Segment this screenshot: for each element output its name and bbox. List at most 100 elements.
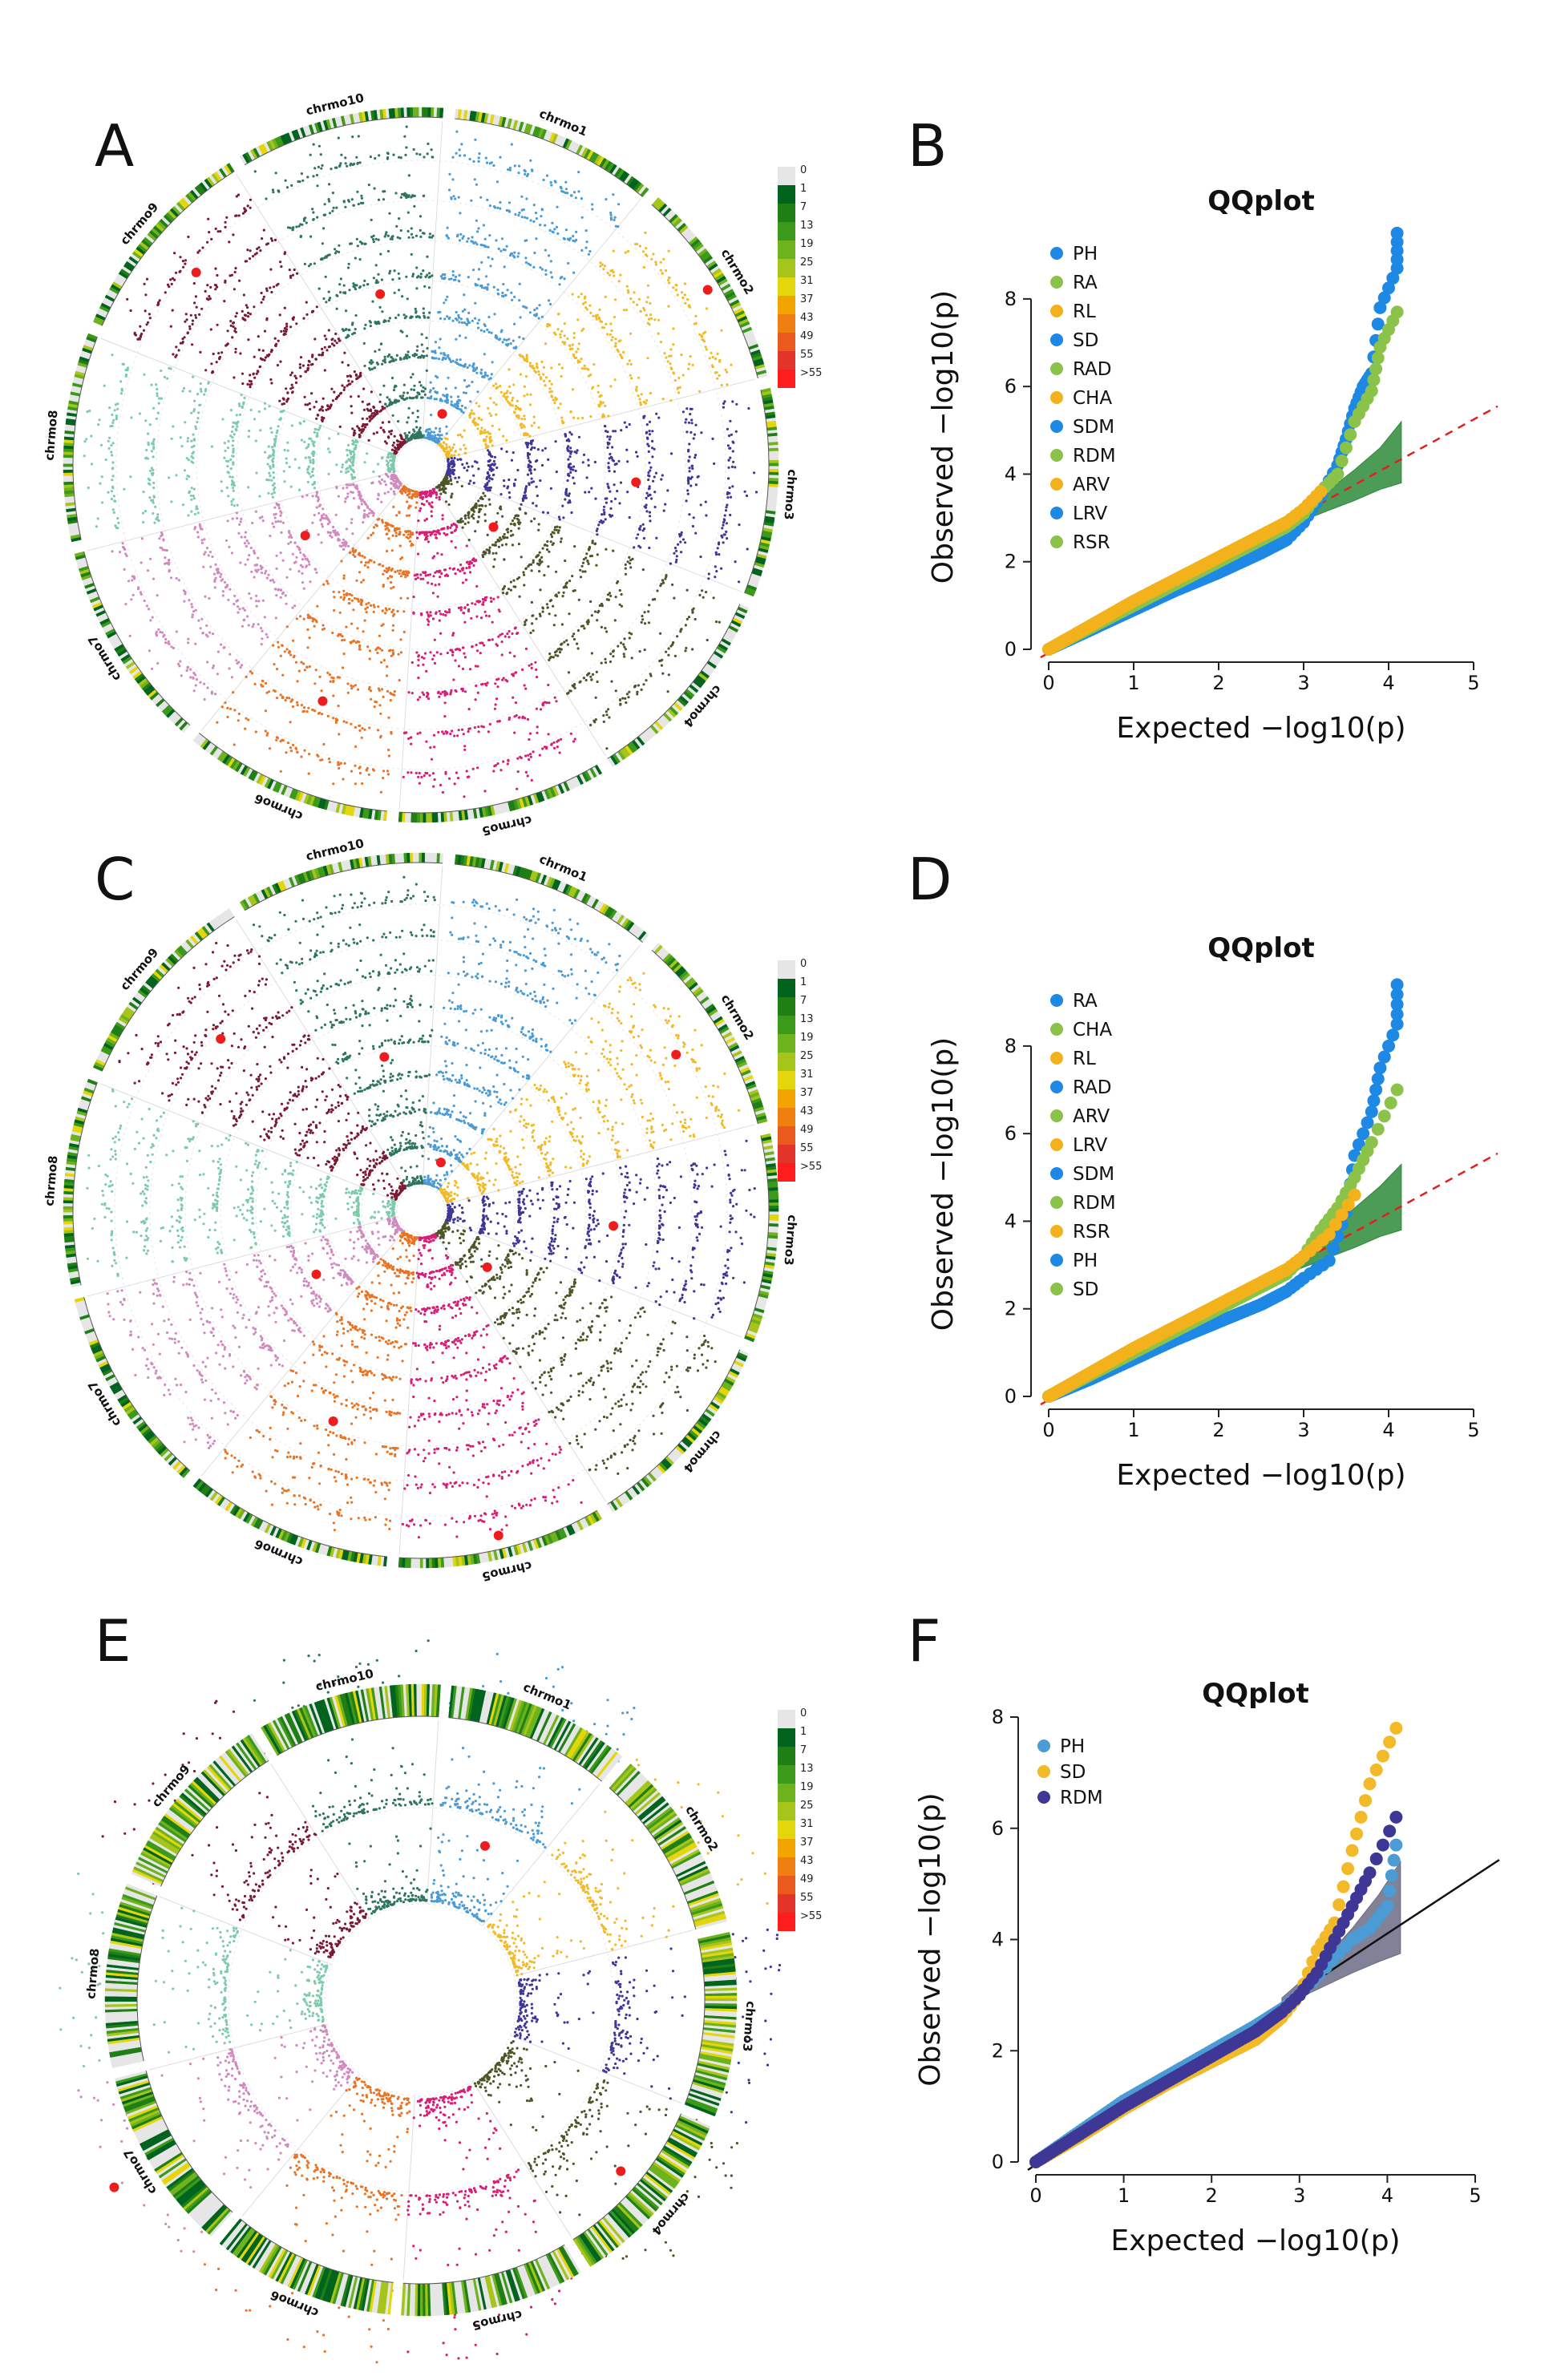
snp-point (646, 357, 649, 360)
snp-point (475, 402, 478, 405)
snp-point (484, 504, 487, 507)
snp-point (477, 600, 480, 604)
snp-point (522, 571, 525, 574)
snp-point (503, 479, 506, 483)
snp-point (317, 414, 320, 417)
snp-point (507, 168, 510, 172)
snp-point (483, 644, 486, 647)
snp-point (444, 487, 447, 491)
snp-point (327, 198, 330, 201)
snp-point (541, 449, 544, 452)
snp-point (452, 522, 455, 526)
snp-point (341, 361, 344, 364)
snp-point (428, 390, 432, 394)
snp-point (576, 449, 579, 452)
snp-point (355, 378, 358, 381)
snp-point (435, 570, 439, 573)
snp-point (416, 552, 420, 556)
snp-point (239, 352, 242, 355)
snp-point (456, 458, 459, 462)
snp-point (580, 249, 584, 252)
significant-snp-point (488, 522, 499, 532)
snp-point (416, 493, 419, 497)
snp-point (293, 268, 296, 272)
snp-point (477, 499, 480, 503)
snp-point (685, 407, 689, 410)
snp-point (261, 237, 264, 240)
snp-point (317, 533, 320, 536)
snp-point (200, 390, 203, 393)
snp-point (587, 548, 591, 552)
snp-point (392, 467, 395, 471)
snp-point (398, 394, 402, 398)
snp-point (350, 518, 354, 521)
snp-point (664, 577, 667, 580)
snp-point (589, 415, 592, 418)
snp-point (390, 549, 394, 552)
snp-point (260, 643, 263, 646)
snp-point (581, 570, 584, 573)
snp-point (419, 215, 423, 218)
snp-point (613, 619, 617, 622)
snp-point (368, 726, 371, 729)
snp-point (204, 595, 207, 598)
snp-point (457, 606, 461, 610)
snp-point (398, 217, 401, 220)
snp-point (623, 645, 626, 649)
snp-point (439, 492, 443, 495)
snp-point (676, 386, 680, 390)
snp-point (645, 431, 648, 434)
snp-point (382, 190, 385, 193)
snp-point (325, 301, 328, 304)
snp-point (386, 576, 390, 580)
snp-point (583, 367, 586, 370)
snp-point (554, 333, 557, 336)
snp-point (155, 383, 158, 386)
snp-point (605, 630, 609, 633)
snp-point (270, 290, 273, 294)
snp-point (606, 593, 610, 596)
snp-point (406, 391, 409, 394)
snp-point (406, 596, 410, 600)
snp-point (279, 418, 282, 422)
snp-point (208, 297, 212, 301)
snp-point (360, 194, 363, 197)
snp-point (473, 726, 476, 729)
snp-point (584, 570, 587, 573)
significant-snp-point (300, 531, 310, 541)
snp-point (577, 598, 580, 601)
snp-point (457, 729, 460, 732)
snp-point (240, 394, 243, 397)
snp-point (609, 216, 613, 220)
snp-point (360, 601, 363, 604)
snp-point (399, 596, 402, 600)
snp-point (392, 490, 395, 493)
snp-point (408, 530, 412, 533)
snp-point (513, 251, 516, 254)
snp-point (393, 690, 396, 693)
snp-point (378, 400, 382, 403)
snp-point (411, 543, 415, 547)
snp-point (290, 424, 293, 427)
snp-point (313, 624, 316, 628)
snp-point (459, 608, 463, 612)
snp-point (513, 516, 516, 520)
snp-point (607, 414, 610, 418)
snp-point (445, 401, 448, 404)
snp-point (369, 689, 373, 693)
snp-point (517, 252, 520, 255)
snp-point (255, 570, 258, 573)
snp-point (248, 554, 251, 557)
snp-point (281, 673, 285, 677)
snp-point (407, 691, 410, 694)
snp-point (470, 616, 473, 620)
snp-point (535, 370, 538, 374)
snp-point (450, 495, 453, 498)
snp-point (629, 566, 633, 569)
snp-point (526, 473, 530, 476)
snp-point (405, 437, 408, 440)
snp-point (199, 387, 202, 391)
snp-point (552, 398, 555, 402)
snp-point (310, 392, 313, 395)
snp-point (520, 195, 524, 198)
